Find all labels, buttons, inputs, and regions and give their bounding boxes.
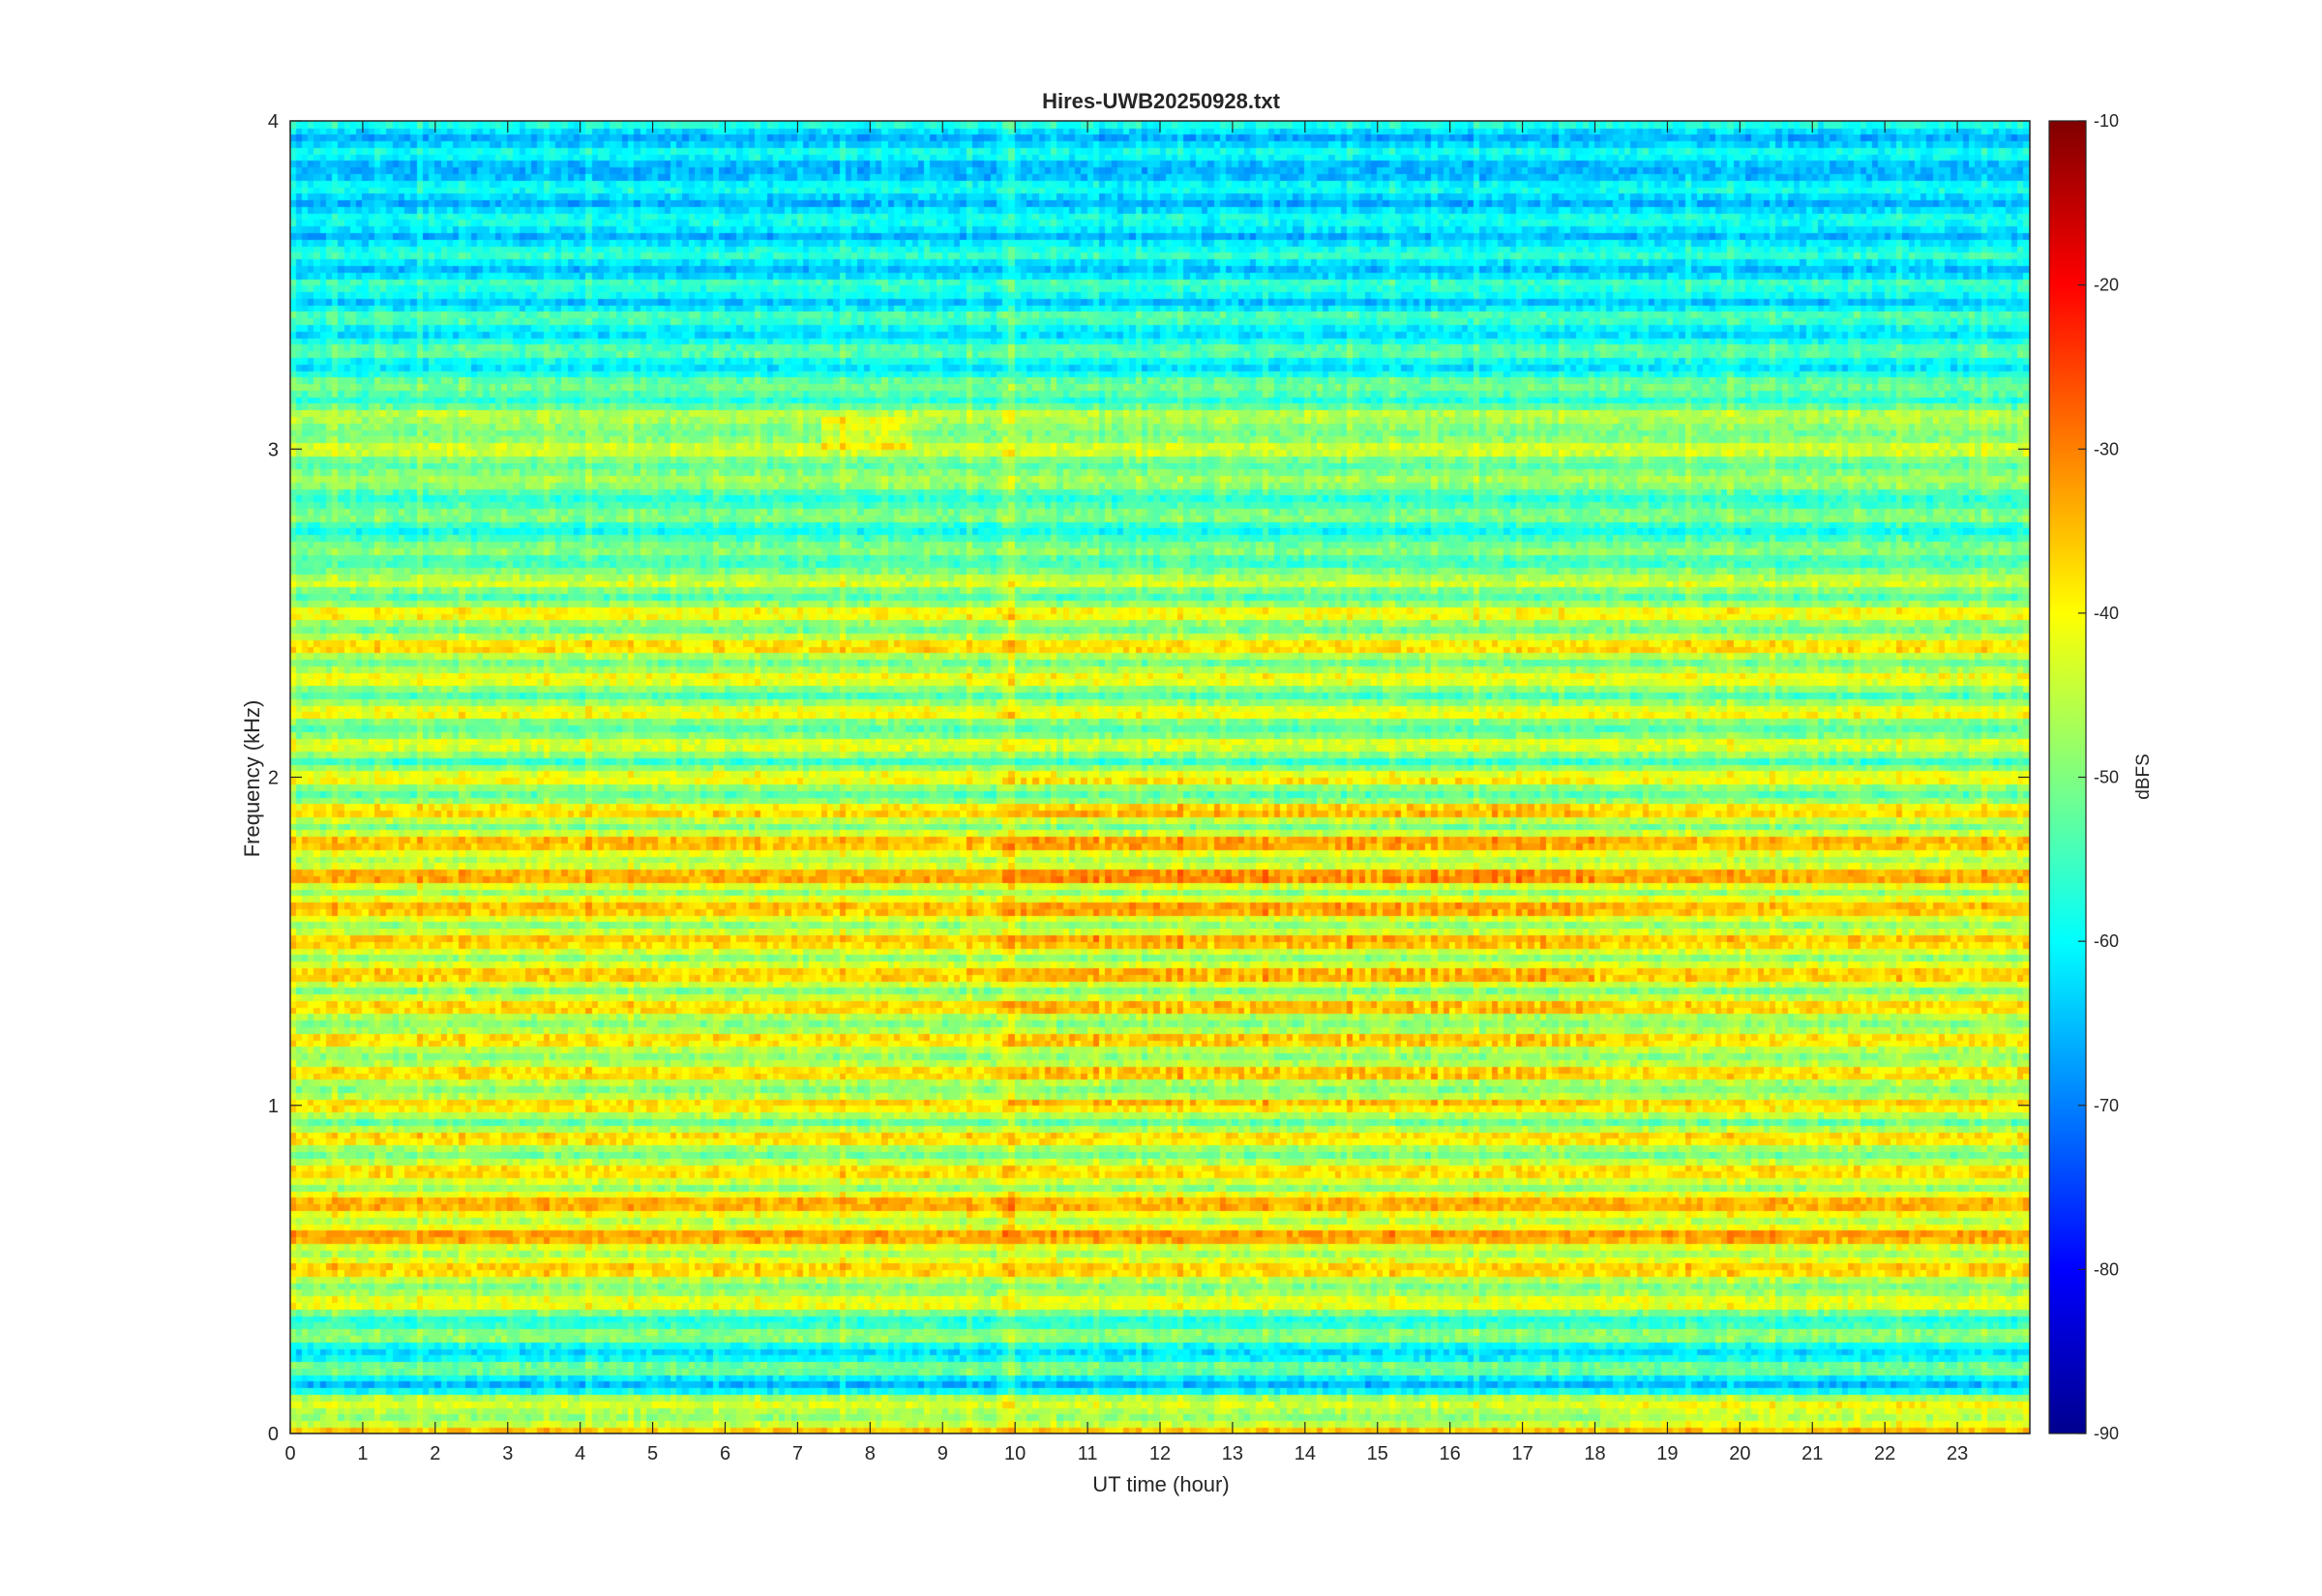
x-tick-label: 21 bbox=[1801, 1443, 1823, 1464]
colorbar-tick-label: -80 bbox=[2094, 1259, 2119, 1279]
x-tick-label: 18 bbox=[1584, 1443, 1605, 1464]
x-tick-label: 19 bbox=[1656, 1443, 1678, 1464]
x-tick-label: 15 bbox=[1367, 1443, 1388, 1464]
x-tick-label: 17 bbox=[1511, 1443, 1533, 1464]
x-tick-label: 7 bbox=[792, 1443, 803, 1464]
y-tick-label: 2 bbox=[268, 768, 279, 789]
colorbar-tick-label: -30 bbox=[2094, 439, 2119, 458]
y-axis: 0 1 2 3 4 bbox=[268, 111, 2030, 1445]
x-axis: 0 1 2 3 4 5 6 7 8 9 10 11 12 13 14 15 16 17 18 19 20 21 22 23 bbox=[284, 121, 1968, 1464]
y-axis-label: Frequency (kHz) bbox=[240, 700, 264, 858]
chart-title: Hires-UWB20250928.txt bbox=[1042, 89, 1280, 113]
colorbar-tick-label: -50 bbox=[2094, 768, 2119, 787]
x-tick-label: 6 bbox=[720, 1443, 730, 1464]
x-tick-label: 1 bbox=[357, 1443, 368, 1464]
y-tick-label: 1 bbox=[268, 1096, 279, 1117]
x-tick-label: 4 bbox=[575, 1443, 585, 1464]
x-tick-label: 16 bbox=[1440, 1443, 1461, 1464]
x-tick-label: 12 bbox=[1149, 1443, 1171, 1464]
colorbar-tick-label: -20 bbox=[2094, 276, 2119, 295]
colorbar: -90 -80 -70 -60 -50 -40 -30 -20 -10 dBFS bbox=[2048, 111, 2154, 1443]
colorbar-tick-label: -90 bbox=[2094, 1424, 2119, 1443]
y-tick-label: 4 bbox=[268, 111, 279, 133]
y-tick-label: 0 bbox=[268, 1424, 279, 1445]
spectrogram-plot: 0 1 2 3 4 5 6 7 8 9 10 11 12 13 14 15 16 17 18 19 20 21 22 23 0… bbox=[268, 111, 2031, 1464]
colorbar-ticks: -90 -80 -70 -60 -50 -40 -30 -20 -10 bbox=[2078, 111, 2119, 1443]
x-tick-label: 22 bbox=[1874, 1443, 1895, 1464]
x-tick-label: 2 bbox=[430, 1443, 440, 1464]
y-tick-label: 3 bbox=[268, 439, 279, 460]
x-tick-label: 0 bbox=[284, 1443, 295, 1464]
x-tick-label: 10 bbox=[1004, 1443, 1026, 1464]
x-tick-label: 23 bbox=[1947, 1443, 1968, 1464]
colorbar-tick-label: -70 bbox=[2094, 1096, 2119, 1115]
colorbar-tick-label: -40 bbox=[2094, 604, 2119, 623]
x-tick-label: 9 bbox=[938, 1443, 948, 1464]
x-tick-label: 13 bbox=[1222, 1443, 1243, 1464]
colorbar-label: dBFS bbox=[2133, 754, 2154, 800]
x-tick-label: 5 bbox=[647, 1443, 658, 1464]
x-tick-label: 3 bbox=[502, 1443, 513, 1464]
spectrogram-heatmap bbox=[290, 121, 2030, 1433]
x-tick-label: 20 bbox=[1729, 1443, 1750, 1464]
x-tick-label: 14 bbox=[1295, 1443, 1316, 1464]
colorbar-tick-label: -60 bbox=[2094, 931, 2119, 951]
x-axis-label: UT time (hour) bbox=[1092, 1472, 1229, 1496]
x-tick-label: 8 bbox=[865, 1443, 876, 1464]
colorbar-tick-label: -10 bbox=[2094, 111, 2119, 131]
x-tick-label: 11 bbox=[1078, 1443, 1098, 1464]
